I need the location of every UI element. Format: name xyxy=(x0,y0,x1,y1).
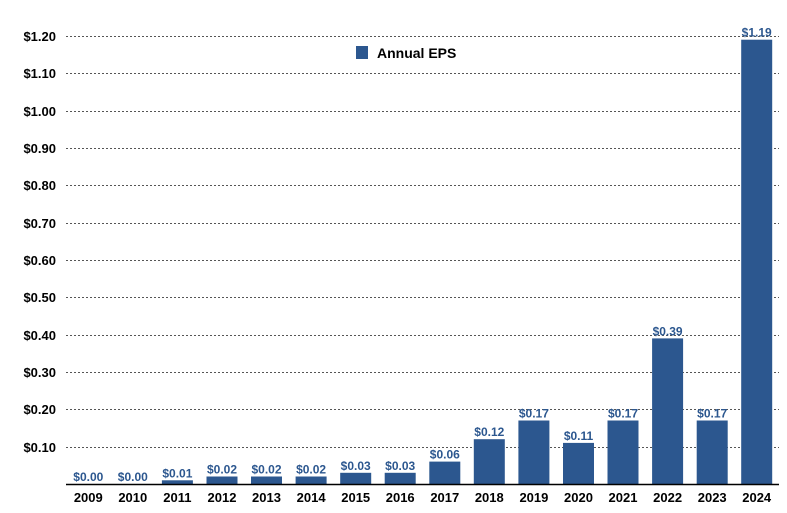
bar-2014 xyxy=(295,476,327,484)
x-tick-label-2023: 2023 xyxy=(698,490,727,505)
y-tick-label: $0.70 xyxy=(23,216,56,231)
y-tick-label: $0.40 xyxy=(23,328,56,343)
bar-2011 xyxy=(161,480,193,484)
bar-2012 xyxy=(206,476,238,484)
x-tick-label-2019: 2019 xyxy=(519,490,548,505)
y-tick-label: $0.10 xyxy=(23,440,56,455)
x-tick-label-2022: 2022 xyxy=(653,490,682,505)
y-tick-label: $1.10 xyxy=(23,66,56,81)
legend-swatch xyxy=(356,46,368,59)
bar-value-label-2009: $0.00 xyxy=(73,470,103,484)
bar-value-label-2016: $0.03 xyxy=(385,459,415,473)
bar-value-label-2020: $0.11 xyxy=(564,429,594,443)
y-tick-label: $0.60 xyxy=(23,253,56,268)
x-tick-label-2009: 2009 xyxy=(74,490,103,505)
bar-2021 xyxy=(607,420,639,484)
bar-value-label-2013: $0.02 xyxy=(251,463,281,477)
legend-label: Annual EPS xyxy=(377,45,456,61)
x-tick-label-2010: 2010 xyxy=(118,490,147,505)
bar-2018 xyxy=(473,439,505,484)
x-tick-label-2017: 2017 xyxy=(430,490,459,505)
bar-2017 xyxy=(429,461,461,484)
bar-value-label-2014: $0.02 xyxy=(296,463,326,477)
bar-value-label-2015: $0.03 xyxy=(341,459,371,473)
bar-2015 xyxy=(340,472,372,484)
gridlines xyxy=(66,36,779,448)
bar-value-labels: $0.00 $0.00 $0.01 $0.02 $0.02 $0.02 $0.03 $0.03… xyxy=(73,26,772,484)
bar-value-label-2021: $0.17 xyxy=(608,407,638,421)
bar-value-label-2023: $0.17 xyxy=(697,407,727,421)
bars xyxy=(161,39,773,484)
x-tick-label-2021: 2021 xyxy=(609,490,638,505)
x-tick-label-2013: 2013 xyxy=(252,490,281,505)
y-tick-label: $0.80 xyxy=(23,178,56,193)
y-tick-label: $1.00 xyxy=(23,104,56,119)
x-tick-label-2012: 2012 xyxy=(208,490,237,505)
x-tick-label-2011: 2011 xyxy=(163,490,191,505)
bar-2024 xyxy=(741,39,773,484)
x-tick-label-2015: 2015 xyxy=(341,490,370,505)
y-tick-label: $0.50 xyxy=(23,290,56,305)
y-tick-label: $0.20 xyxy=(23,402,56,417)
bar-value-label-2018: $0.12 xyxy=(474,425,504,439)
y-axis-tick-labels: $0.10 $0.20 $0.30 $0.40 $0.50 $0.60 $0.70 $0.80… xyxy=(23,29,56,455)
bar-2016 xyxy=(384,472,416,484)
x-tick-label-2018: 2018 xyxy=(475,490,504,505)
x-tick-label-2016: 2016 xyxy=(386,490,415,505)
x-axis-tick-labels: 2009 2010 2011 2012 2013 2014 2015 2016 2017 2018… xyxy=(74,490,772,505)
y-tick-label: $0.90 xyxy=(23,141,56,156)
bar-value-label-2019: $0.17 xyxy=(519,407,549,421)
bar-value-label-2024: $1.19 xyxy=(742,26,772,40)
x-tick-label-2024: 2024 xyxy=(742,490,772,505)
y-tick-label: $0.30 xyxy=(23,365,56,380)
y-tick-label: $1.20 xyxy=(23,29,56,44)
bar-value-label-2010: $0.00 xyxy=(118,470,148,484)
bar-2013 xyxy=(251,476,282,484)
x-tick-label-2014: 2014 xyxy=(297,490,327,505)
bar-2020 xyxy=(563,442,594,484)
bar-value-label-2011: $0.01 xyxy=(162,466,192,480)
bar-value-label-2017: $0.06 xyxy=(430,448,460,462)
bar-2019 xyxy=(518,420,550,484)
bar-2023 xyxy=(696,420,728,484)
legend: Annual EPS xyxy=(356,45,456,61)
bar-value-label-2012: $0.02 xyxy=(207,463,237,477)
bar-value-label-2022: $0.39 xyxy=(653,324,683,338)
bar-2022 xyxy=(652,338,684,484)
x-tick-label-2020: 2020 xyxy=(564,490,593,505)
